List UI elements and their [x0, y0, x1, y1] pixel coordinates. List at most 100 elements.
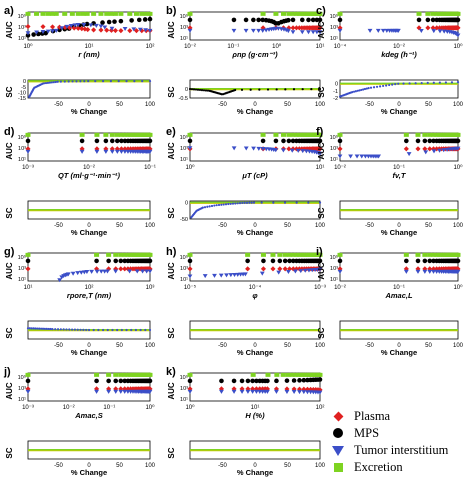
sc-marker [217, 203, 221, 207]
x-tick-label: 10⁻¹ [103, 405, 115, 411]
excretion-marker [290, 11, 296, 16]
sc-marker [318, 87, 322, 91]
y-tick-label: 10¹ [330, 277, 338, 283]
sc-marker [75, 80, 78, 83]
x-tick-label: 0 [253, 223, 257, 229]
x-tick-label: 10⁻³ [314, 285, 326, 291]
mps-marker [274, 378, 279, 384]
tumor-marker [147, 28, 153, 33]
tumor-marker [297, 390, 302, 395]
panel-letter: a) [4, 5, 14, 17]
tumor-marker [147, 389, 153, 394]
tumor-marker [256, 28, 262, 33]
excretion-marker [274, 372, 280, 377]
sc-marker [41, 327, 45, 330]
tumor-marker [403, 269, 409, 274]
sc-marker [275, 88, 278, 91]
excretion-marker [25, 11, 31, 16]
x-tick-label: 10⁻⁴ [249, 284, 262, 291]
x-tick-label: 100 [453, 102, 464, 108]
sc-marker [252, 201, 256, 204]
y-tick-label: 10¹ [330, 157, 338, 163]
plasma-diamond-icon [333, 411, 344, 422]
excretion-marker [293, 372, 299, 377]
mps-marker [291, 378, 297, 383]
x-tick-label: 10⁻⁵ [184, 284, 197, 291]
panel-letter: h) [166, 246, 177, 258]
excretion-marker [455, 252, 461, 257]
sc-marker [206, 205, 209, 208]
tumor-marker [395, 28, 401, 33]
x-axis-label: ρnp (g·cm⁻³) [231, 50, 278, 59]
mps-marker [300, 17, 305, 23]
mps-marker [422, 138, 428, 144]
tumor-marker [147, 149, 153, 154]
tumor-marker [418, 28, 424, 33]
tumor-marker [309, 268, 315, 273]
mps-marker [142, 17, 148, 22]
mps-marker [317, 138, 323, 144]
excretion-marker [286, 11, 292, 16]
mps-marker [265, 378, 270, 384]
y-tick-label: 10³ [180, 146, 188, 152]
mps-marker [306, 17, 311, 23]
auc-axis-label: AUC [167, 382, 176, 400]
tumor-marker [254, 389, 259, 394]
mps-marker [290, 138, 296, 144]
mps-marker [281, 138, 286, 144]
x-tick-label: 10⁰ [23, 43, 33, 50]
tumor-marker [218, 273, 224, 278]
tumor-marker [231, 28, 237, 33]
sc-marker [238, 202, 242, 205]
mps-marker [187, 138, 193, 144]
excretion-marker [104, 11, 110, 16]
x-tick-label: 0 [87, 223, 91, 229]
x-tick-label: 100 [315, 343, 326, 349]
tumor-marker [68, 24, 74, 29]
excretion-marker [415, 132, 421, 137]
excretion-marker [62, 11, 68, 16]
y-tick-label: -5 [21, 85, 26, 91]
x-tick-label: 10¹ [251, 405, 260, 411]
excretion-marker [296, 252, 302, 257]
x-tick-label: -50 [365, 223, 374, 229]
x-tick-label: 50 [425, 102, 432, 108]
excretion-marker [112, 11, 118, 16]
tumor-marker [88, 23, 94, 28]
tumor-marker [122, 26, 128, 31]
sc-marker [92, 328, 95, 332]
auc-axis-label: AUC [5, 382, 14, 400]
tumor-marker [228, 273, 234, 278]
tumor-marker [285, 29, 291, 34]
mps-marker [286, 138, 292, 144]
x-tick-label: 10⁻² [393, 44, 405, 50]
excretion-marker [317, 132, 323, 137]
sc-marker [243, 201, 246, 204]
tumor-marker [243, 146, 249, 151]
y-tick-label: 10¹ [18, 277, 26, 283]
x-tick-label: 10⁻³ [22, 405, 34, 411]
x-tick-label: 10⁻¹ [227, 44, 239, 50]
x-axis-label: kdeg (h⁻¹) [381, 50, 417, 59]
excretion-marker [270, 252, 276, 257]
excretion-marker [286, 132, 292, 137]
tumor-marker [286, 269, 291, 274]
excretion-marker [415, 252, 421, 257]
sc-marker [133, 80, 136, 83]
sc-marker [249, 88, 252, 91]
excretion-marker [296, 11, 302, 16]
sc-marker [402, 82, 405, 85]
tumor-marker [140, 269, 145, 274]
tumor-marker [53, 28, 59, 33]
sc-marker [85, 328, 88, 332]
mps-marker [427, 138, 433, 144]
plasma-marker [277, 266, 283, 272]
x-tick-label: 100 [315, 223, 326, 229]
x-tick-label: -50 [365, 102, 374, 108]
tumor-marker [81, 22, 87, 27]
x-axis-label: % Change [71, 468, 107, 477]
tumor-marker [98, 269, 104, 274]
y-tick-label: 10³ [180, 25, 188, 31]
